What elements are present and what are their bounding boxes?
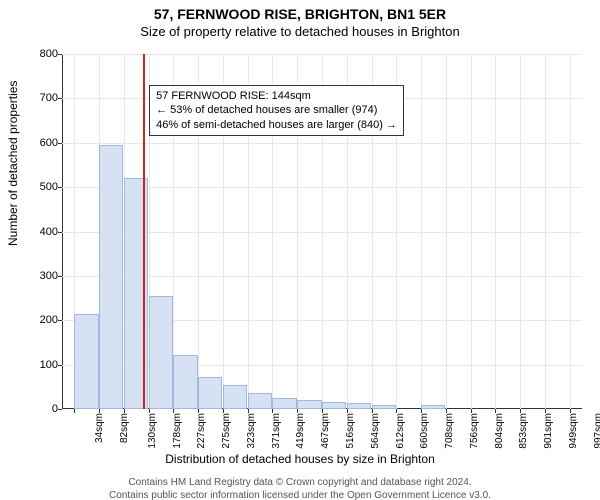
gridline-v <box>495 54 496 409</box>
histogram-plot: 010020030040050060070080034sqm82sqm130sq… <box>62 54 582 409</box>
annotation-line-2: ← 53% of detached houses are smaller (97… <box>156 103 397 117</box>
xtick-label: 178sqm <box>171 413 182 449</box>
xtick-label: 130sqm <box>147 413 158 449</box>
ytick-mark <box>58 187 62 188</box>
xtick-mark <box>471 409 472 413</box>
gridline-v <box>545 54 546 409</box>
gridline-v <box>520 54 521 409</box>
xtick-label: 227sqm <box>196 413 207 449</box>
xtick-mark <box>520 409 521 413</box>
annotation-box: 57 FERNWOOD RISE: 144sqm← 53% of detache… <box>149 85 404 136</box>
xtick-label: 660sqm <box>419 413 430 449</box>
xtick-label: 804sqm <box>493 413 504 449</box>
ytick-label: 400 <box>40 226 58 238</box>
page-subtitle: Size of property relative to detached ho… <box>0 24 600 39</box>
xtick-label: 371sqm <box>270 413 281 449</box>
annotation-line-1: 57 FERNWOOD RISE: 144sqm <box>156 89 397 103</box>
y-axis-label: Number of detached properties <box>6 81 20 246</box>
ytick-mark <box>58 98 62 99</box>
ytick-label: 300 <box>40 270 58 282</box>
footer-line-2: Contains public sector information licen… <box>0 489 600 500</box>
ytick-label: 100 <box>40 359 58 371</box>
histogram-bar <box>421 405 445 409</box>
ytick-mark <box>58 232 62 233</box>
xtick-mark <box>347 409 348 413</box>
histogram-bar <box>74 314 98 409</box>
histogram-bar <box>99 145 123 409</box>
xtick-mark <box>272 409 273 413</box>
gridline-v <box>421 54 422 409</box>
xtick-mark <box>372 409 373 413</box>
reference-line <box>143 54 145 409</box>
xtick-mark <box>322 409 323 413</box>
gridline-v <box>570 54 571 409</box>
xtick-mark <box>74 409 75 413</box>
ytick-label: 0 <box>52 403 58 415</box>
histogram-bar <box>248 393 272 409</box>
ytick-label: 500 <box>40 181 58 193</box>
xtick-mark <box>495 409 496 413</box>
xtick-label: 34sqm <box>94 413 105 443</box>
xtick-label: 82sqm <box>119 413 130 443</box>
xtick-label: 708sqm <box>444 413 455 449</box>
ytick-mark <box>58 54 62 55</box>
xtick-label: 516sqm <box>345 413 356 449</box>
xtick-mark <box>99 409 100 413</box>
annotation-line-3: 46% of semi-detached houses are larger (… <box>156 118 397 132</box>
ytick-mark <box>58 276 62 277</box>
histogram-bar <box>272 398 296 409</box>
xtick-label: 997sqm <box>592 413 600 449</box>
histogram-bar <box>173 355 197 409</box>
ytick-mark <box>58 409 62 410</box>
xtick-mark <box>396 409 397 413</box>
xtick-label: 419sqm <box>295 413 306 449</box>
ytick-label: 600 <box>40 137 58 149</box>
histogram-bar <box>297 400 321 409</box>
ytick-label: 700 <box>40 92 58 104</box>
xtick-label: 275sqm <box>221 413 232 449</box>
xtick-mark <box>223 409 224 413</box>
xtick-label: 564sqm <box>370 413 381 449</box>
xtick-mark <box>570 409 571 413</box>
xtick-label: 467sqm <box>320 413 331 449</box>
xtick-mark <box>545 409 546 413</box>
ytick-label: 800 <box>40 48 58 60</box>
attribution-footer: Contains HM Land Registry data © Crown c… <box>0 476 600 500</box>
histogram-bar <box>322 402 346 409</box>
x-axis-label: Distribution of detached houses by size … <box>0 452 600 466</box>
footer-line-1: Contains HM Land Registry data © Crown c… <box>0 476 600 489</box>
xtick-label: 756sqm <box>469 413 480 449</box>
xtick-mark <box>124 409 125 413</box>
page-title: 57, FERNWOOD RISE, BRIGHTON, BN1 5ER <box>0 6 600 22</box>
histogram-bar <box>223 385 247 409</box>
histogram-bar <box>149 296 173 409</box>
xtick-label: 901sqm <box>543 413 554 449</box>
xtick-mark <box>297 409 298 413</box>
histogram-bar <box>347 403 371 409</box>
xtick-label: 323sqm <box>246 413 257 449</box>
xtick-mark <box>446 409 447 413</box>
xtick-mark <box>421 409 422 413</box>
gridline-v <box>446 54 447 409</box>
xtick-mark <box>173 409 174 413</box>
ytick-mark <box>58 320 62 321</box>
xtick-mark <box>149 409 150 413</box>
xtick-label: 949sqm <box>568 413 579 449</box>
gridline-v <box>471 54 472 409</box>
xtick-mark <box>248 409 249 413</box>
histogram-bar <box>198 377 222 409</box>
xtick-label: 612sqm <box>394 413 405 449</box>
xtick-mark <box>198 409 199 413</box>
ytick-mark <box>58 143 62 144</box>
histogram-bar <box>372 405 396 409</box>
ytick-label: 200 <box>40 314 58 326</box>
xtick-label: 853sqm <box>518 413 529 449</box>
ytick-mark <box>58 365 62 366</box>
